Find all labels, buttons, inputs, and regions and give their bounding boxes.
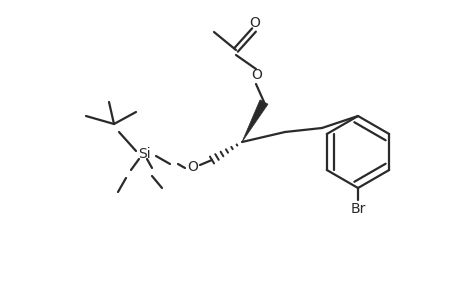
Text: Br: Br — [350, 202, 365, 216]
Text: O: O — [249, 16, 260, 30]
Text: Si: Si — [137, 147, 150, 161]
Text: O: O — [251, 68, 262, 82]
Text: O: O — [187, 160, 198, 174]
Polygon shape — [241, 100, 267, 142]
